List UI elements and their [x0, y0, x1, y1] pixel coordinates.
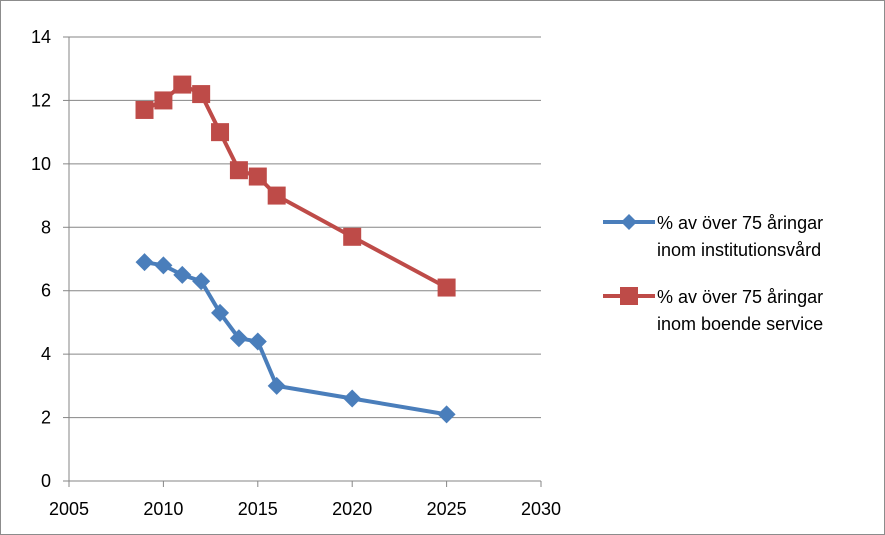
- legend-label-line-1: % av över 75 åringar: [657, 287, 824, 307]
- series-group: [135, 75, 456, 424]
- data-point-square: [154, 91, 173, 110]
- y-tick-label: 4: [41, 344, 51, 364]
- data-point-diamond: [154, 256, 173, 275]
- y-tick-label: 12: [31, 90, 51, 110]
- legend-label: % av över 75 åringar inom boende service: [657, 284, 882, 338]
- series-square: [135, 75, 456, 297]
- data-point-diamond: [173, 265, 192, 284]
- x-tick-label: 2015: [238, 499, 278, 519]
- data-point-square: [135, 100, 154, 119]
- legend-swatch-square: [603, 287, 655, 305]
- y-tick-label: 10: [31, 154, 51, 174]
- data-point-diamond: [229, 329, 248, 348]
- data-point-diamond: [211, 303, 230, 322]
- x-tick-label: 2025: [427, 499, 467, 519]
- data-point-diamond: [192, 272, 211, 291]
- y-tick-label: 14: [31, 27, 51, 47]
- legend-label-line-2: inom institutionsvård: [657, 240, 822, 260]
- series-line: [144, 260, 447, 417]
- gridlines: [69, 36, 541, 419]
- data-point-square: [192, 85, 211, 104]
- series-line: [143, 82, 448, 290]
- legend-label-line-1: % av över 75 åringar: [657, 213, 824, 233]
- y-tick-label: 8: [41, 217, 51, 237]
- data-point-diamond: [135, 253, 154, 272]
- data-point-square: [267, 186, 286, 205]
- data-point-square: [343, 227, 362, 246]
- legend: % av över 75 åringar inom institutionsvå…: [603, 210, 883, 358]
- tick-labels: 0 2 4 6 8 10 12 14 2005 2010 2015 2020 2025 2030: [31, 27, 561, 519]
- data-point-square: [173, 75, 192, 94]
- data-point-square: [229, 161, 248, 180]
- x-tick-label: 2010: [143, 499, 183, 519]
- data-point-diamond: [437, 405, 456, 424]
- x-tick-label: 2005: [49, 499, 89, 519]
- legend-label: % av över 75 åringar inom institutionsvå…: [657, 210, 882, 264]
- data-point-diamond: [267, 376, 286, 395]
- x-tick-label: 2020: [332, 499, 372, 519]
- data-point-square: [211, 123, 230, 142]
- data-point-diamond: [343, 389, 362, 408]
- data-point-square: [437, 278, 456, 297]
- data-point-diamond: [248, 332, 267, 351]
- data-point-square: [248, 167, 267, 186]
- axes: [63, 36, 542, 487]
- legend-item-boende-service: % av över 75 åringar inom boende service: [603, 284, 883, 344]
- y-tick-label: 2: [41, 408, 51, 428]
- legend-swatch-diamond: [603, 214, 655, 230]
- y-tick-label: 0: [41, 471, 51, 491]
- series-diamond: [135, 253, 456, 424]
- legend-label-line-2: inom boende service: [657, 314, 824, 334]
- x-tick-label: 2030: [521, 499, 561, 519]
- legend-square-marker: [620, 287, 638, 305]
- y-tick-label: 6: [41, 281, 51, 301]
- legend-diamond-marker: [621, 214, 637, 230]
- legend-item-institutionsvard: % av över 75 åringar inom institutionsvå…: [603, 210, 883, 270]
